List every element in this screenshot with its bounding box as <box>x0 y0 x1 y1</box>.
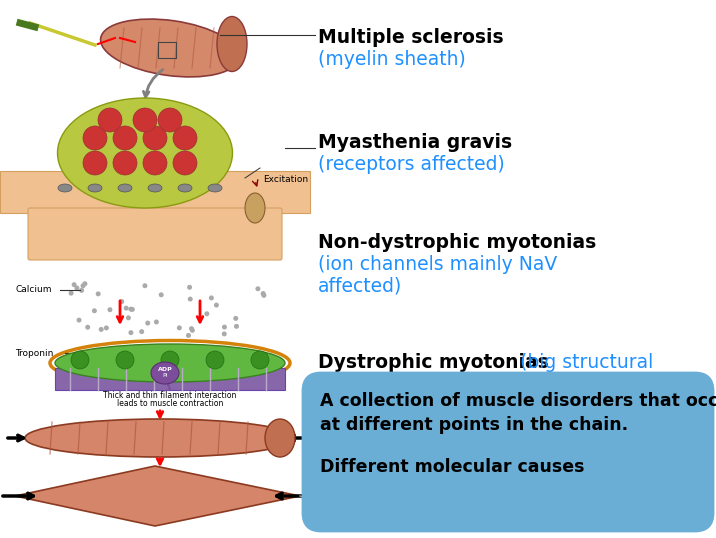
Bar <box>0 171 310 213</box>
Circle shape <box>143 126 167 150</box>
Text: at different points in the chain.: at different points in the chain. <box>320 416 628 434</box>
Circle shape <box>83 126 107 150</box>
Circle shape <box>251 351 269 369</box>
Circle shape <box>190 328 195 333</box>
Text: Troponin: Troponin <box>15 349 54 357</box>
Text: A collection of muscle disorders that occur: A collection of muscle disorders that oc… <box>320 392 716 410</box>
Text: Excitation: Excitation <box>263 175 308 185</box>
Circle shape <box>177 325 182 330</box>
Circle shape <box>69 291 74 296</box>
Circle shape <box>222 331 227 336</box>
Circle shape <box>222 324 227 330</box>
Circle shape <box>139 329 144 334</box>
Circle shape <box>85 325 90 330</box>
Circle shape <box>206 351 224 369</box>
Circle shape <box>92 308 97 313</box>
Circle shape <box>77 317 82 323</box>
Circle shape <box>187 285 192 290</box>
Circle shape <box>158 108 182 132</box>
Bar <box>55 368 285 390</box>
Circle shape <box>204 312 209 316</box>
Circle shape <box>98 108 122 132</box>
Text: Myasthenia gravis: Myasthenia gravis <box>318 133 512 152</box>
Ellipse shape <box>118 184 132 192</box>
FancyBboxPatch shape <box>303 373 713 531</box>
FancyBboxPatch shape <box>28 208 282 260</box>
Circle shape <box>189 326 194 331</box>
Ellipse shape <box>58 184 72 192</box>
Circle shape <box>154 320 159 324</box>
Text: Pi: Pi <box>162 373 168 378</box>
Circle shape <box>145 321 150 325</box>
Circle shape <box>116 351 134 369</box>
Ellipse shape <box>245 193 265 223</box>
Text: Different molecular causes: Different molecular causes <box>320 458 584 476</box>
Circle shape <box>209 295 214 300</box>
Ellipse shape <box>148 184 162 192</box>
Ellipse shape <box>55 344 285 382</box>
Circle shape <box>124 306 129 310</box>
Circle shape <box>72 282 77 287</box>
Circle shape <box>82 281 87 286</box>
Circle shape <box>99 327 104 332</box>
Text: Multiple sclerosis: Multiple sclerosis <box>318 28 503 47</box>
Circle shape <box>130 307 135 312</box>
Circle shape <box>173 151 197 175</box>
Text: Dystrophic myotonias: Dystrophic myotonias <box>318 353 555 372</box>
Ellipse shape <box>25 419 295 457</box>
Text: protein affected): protein affected) <box>318 375 475 394</box>
Text: Calcium: Calcium <box>15 286 52 294</box>
Circle shape <box>233 316 238 321</box>
Circle shape <box>261 293 266 298</box>
Text: (big structural: (big structural <box>520 353 653 372</box>
Circle shape <box>80 284 85 288</box>
Polygon shape <box>15 466 300 526</box>
Circle shape <box>71 351 89 369</box>
Circle shape <box>107 307 112 312</box>
Circle shape <box>104 325 109 330</box>
Circle shape <box>79 288 84 293</box>
Ellipse shape <box>57 98 233 208</box>
Ellipse shape <box>178 184 192 192</box>
Circle shape <box>159 292 164 298</box>
Ellipse shape <box>208 184 222 192</box>
Circle shape <box>83 151 107 175</box>
Circle shape <box>120 299 125 304</box>
Ellipse shape <box>265 419 295 457</box>
Text: leads to muscle contraction: leads to muscle contraction <box>117 399 223 408</box>
Circle shape <box>256 286 261 291</box>
Circle shape <box>128 330 133 335</box>
Text: (myelin sheath): (myelin sheath) <box>318 50 465 69</box>
Circle shape <box>133 108 157 132</box>
Circle shape <box>96 292 101 296</box>
Circle shape <box>186 333 191 338</box>
Ellipse shape <box>100 19 239 77</box>
Circle shape <box>161 351 179 369</box>
Bar <box>158 42 176 58</box>
Circle shape <box>234 324 239 329</box>
Circle shape <box>214 302 219 308</box>
Text: (ion channels mainly NaV
affected): (ion channels mainly NaV affected) <box>318 255 557 296</box>
Circle shape <box>261 291 266 296</box>
Ellipse shape <box>151 362 179 384</box>
Text: Thick and thin filament interaction: Thick and thin filament interaction <box>103 391 237 400</box>
Circle shape <box>74 286 79 291</box>
Circle shape <box>173 126 197 150</box>
Circle shape <box>128 307 133 312</box>
Circle shape <box>188 296 193 302</box>
Circle shape <box>142 283 147 288</box>
Ellipse shape <box>88 184 102 192</box>
Text: Non-dystrophic myotonias: Non-dystrophic myotonias <box>318 233 596 252</box>
Text: ADP: ADP <box>158 367 173 372</box>
Text: (receptors affected): (receptors affected) <box>318 155 505 174</box>
Circle shape <box>143 151 167 175</box>
Circle shape <box>126 315 131 320</box>
Circle shape <box>113 126 137 150</box>
Ellipse shape <box>217 17 247 72</box>
Circle shape <box>113 151 137 175</box>
